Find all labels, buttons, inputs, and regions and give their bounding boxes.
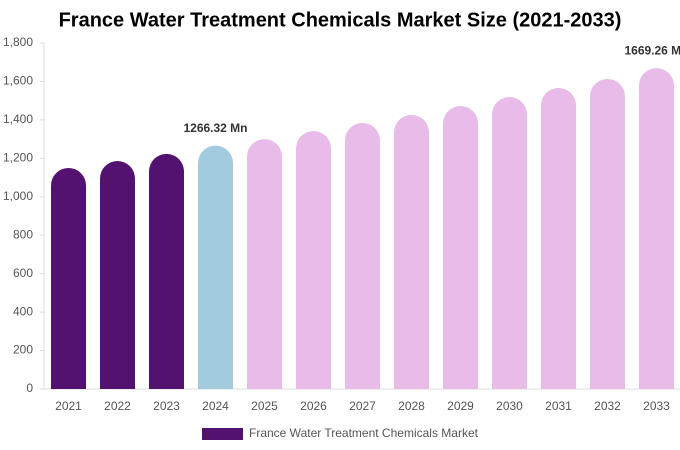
bar <box>443 106 478 389</box>
chart-title: France Water Treatment Chemicals Market … <box>59 9 622 31</box>
y-tick-label: 800 <box>13 227 33 241</box>
bar <box>100 161 135 389</box>
y-tick-label: 1,800 <box>3 35 33 49</box>
y-tick-label: 0 <box>26 381 33 395</box>
x-tick-label: 2027 <box>349 399 376 413</box>
x-tick-label: 2028 <box>398 399 425 413</box>
bar <box>541 87 576 389</box>
x-tick-label: 2024 <box>202 399 229 413</box>
x-tick-label: 2032 <box>594 399 621 413</box>
y-tick-label: 400 <box>13 304 33 318</box>
legend-label: France Water Treatment Chemicals Market <box>249 426 479 440</box>
value-label: 1669.26 Mn <box>624 43 680 57</box>
bar <box>492 97 527 390</box>
bar <box>247 139 282 389</box>
legend-swatch <box>202 428 243 440</box>
x-tick-label: 2025 <box>251 399 278 413</box>
bar <box>394 114 429 389</box>
y-tick-label: 600 <box>13 266 33 280</box>
value-label: 1266.32 Mn <box>183 121 247 135</box>
x-tick-label: 2033 <box>643 399 670 413</box>
x-tick-label: 2022 <box>104 399 131 413</box>
bar <box>345 122 380 389</box>
bar <box>51 167 86 389</box>
y-tick-label: 200 <box>13 343 33 357</box>
y-tick-label: 1,000 <box>3 189 33 203</box>
bar <box>296 131 331 389</box>
x-tick-label: 2031 <box>545 399 572 413</box>
x-tick-label: 2023 <box>153 399 180 413</box>
y-tick-label: 1,400 <box>3 112 33 126</box>
y-tick-label: 1,600 <box>3 74 33 88</box>
x-tick-label: 2026 <box>300 399 327 413</box>
bar <box>590 78 625 389</box>
bar <box>149 153 184 389</box>
x-tick-label: 2030 <box>496 399 523 413</box>
bar <box>639 68 674 389</box>
x-tick-label: 2029 <box>447 399 474 413</box>
y-tick-label: 1,200 <box>3 151 33 165</box>
bar <box>198 145 233 389</box>
x-tick-label: 2021 <box>55 399 82 413</box>
